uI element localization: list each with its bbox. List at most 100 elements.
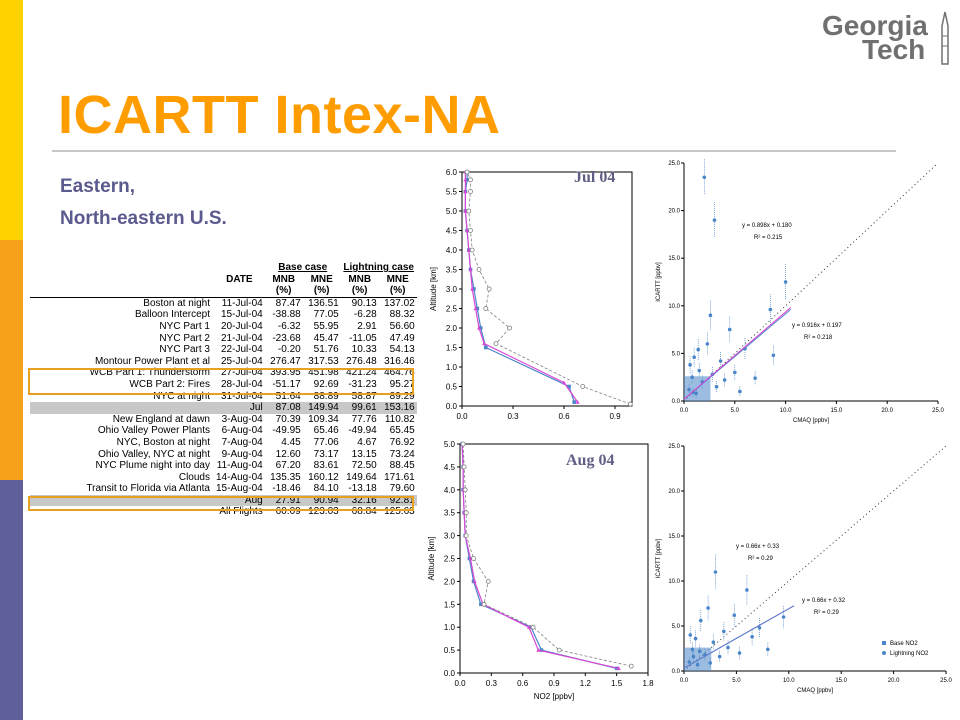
y-axis-label: ICARTT [ppbv] [656,262,662,302]
scatter-point [697,368,702,373]
table-row: Ohio Valley, NYC at night 9-Aug-04 12.60 73… [30,449,417,461]
data-point-base [465,178,469,182]
row-value: 137.02 [378,296,417,310]
y-tick-label: 0.0 [444,669,456,678]
x-tick-label: 0.9 [609,412,621,421]
data-point-observed [468,228,473,233]
chart-aug-profile: 0.0 0.5 1.0 1.5 2.0 2.5 3.0 3.5 4.0 4.5 5.0 0.0 0.3 0… [427,440,654,701]
data-point-base [479,602,483,607]
row-label [30,402,214,414]
row-value: 55.95 [313,320,339,332]
scatter-point [732,613,737,617]
fit-r-squared: R² = 0.29 [814,610,840,616]
row-value: 90.13 [340,296,379,310]
data-point-observed [468,177,473,183]
col-header-date: DATE [226,273,253,285]
subtitle-line1: Eastern, [60,176,135,197]
data-point-base [539,648,544,652]
row-value: 89.29 [389,390,415,402]
data-point-lightning [575,399,580,404]
row-value: 70.39 [275,413,301,425]
data-point-observed [556,647,562,653]
row-label: WCB Part 2: Fires [129,378,210,390]
row-value: -13.18 [348,483,377,495]
row-value: 4.67 [357,436,377,448]
y-tick-label: 0.0 [446,402,458,411]
table-row: WCB Part 2: Fires 28-Jul-04 -51.17 92.69 -31… [30,379,417,391]
scatter-point [687,387,691,392]
data-point-observed [469,247,475,253]
col-header-mnb-lightning: MNB [348,273,372,285]
row-value: 393.95 [270,367,301,379]
scatter-point [737,651,742,655]
data-point-lightning [463,208,468,213]
row-label: NYC, Boston at night [116,436,210,448]
row-value: 109.34 [308,413,339,425]
row-date: Aug [214,494,265,507]
row-value: 276.47 [270,355,301,367]
scatter-point [783,280,788,284]
row-date: 28-Jul-04 [221,378,263,390]
row-value: 88.32 [389,309,415,321]
scatter-point [702,175,707,180]
scatter-point [690,647,695,652]
x-tick-label: 20.0 [881,408,893,414]
scatter-point [694,391,698,396]
row-value: 87.47 [264,296,303,310]
row-value: 421.24 [346,367,377,379]
y-axis-label: ICARTT [ppbv] [656,538,662,578]
scatter-point [695,662,700,667]
row-value: 76.92 [389,436,415,448]
row-label: NYC Part 1 [159,320,210,332]
fit-equation: y = 0.66x + 0.32 [802,598,846,604]
row-value: 451.98 [308,367,339,379]
data-point-observed [486,286,492,292]
row-date: 6-Aug-04 [221,425,263,437]
data-point-lightning [562,380,566,385]
x-tick-label: 0.0 [454,679,466,688]
data-point-observed [466,208,472,214]
row-value: 135.35 [270,471,301,483]
row-value: -31.23 [348,378,377,390]
row-value: 92.81 [378,494,417,507]
dense-point-cluster [684,647,712,671]
data-point-observed [481,601,487,607]
row-value: 84.10 [313,483,339,495]
data-point-lightning [472,579,477,583]
data-point-lightning [616,666,621,671]
scatter-point [745,588,749,592]
scatter-point [771,353,776,358]
row-value: 83.61 [313,460,339,472]
row-value: -49.94 [348,425,377,437]
data-point-observed [463,510,469,516]
scatter-point [766,647,770,652]
table-row: NYC, Boston at night 7-Aug-04 4.45 77.06 4.6… [30,437,417,449]
x-tick-label: 0.3 [507,412,519,421]
table-row: Clouds 14-Aug-04 135.35 160.12 149.64 171.61 [30,472,417,484]
row-value: 73.24 [389,448,415,460]
data-point-lightning [470,286,475,291]
row-value: 77.05 [313,309,339,321]
scatter-point [713,570,718,574]
scatter-point [757,626,762,630]
col-header-mnb-base: MNB [272,273,296,285]
data-point-observed [530,624,536,630]
scatter-point [698,618,703,623]
y-tick-label: 10.0 [668,304,680,310]
scatter-point [688,633,693,637]
row-label: New England at dawn [112,413,210,425]
row-value: 79.60 [389,483,415,495]
table-column-header-row: DATE MNB MNE MNB MNE [30,274,417,286]
scatter-point [733,370,737,375]
data-point-observed [493,341,499,347]
accent-bar-purple [0,480,23,720]
data-point-base [572,400,576,404]
scatter-point [727,327,732,332]
table-row: NYC Part 1 20-Jul-04 -6.32 55.95 2.91 56.60 [30,321,417,333]
chart-aug-scatter: 0.0 5.0 10.0 15.0 20.0 25.0 0.0 5.0 10.0 15.0 20.0… [656,444,952,694]
table-row: Jul 87.08 149.94 99.61 153.16 [30,402,417,414]
y-tick-label: 0.5 [446,383,458,392]
logo-line2: Tech [862,34,926,65]
title-divider [52,150,896,152]
fit-line-base [683,605,795,669]
